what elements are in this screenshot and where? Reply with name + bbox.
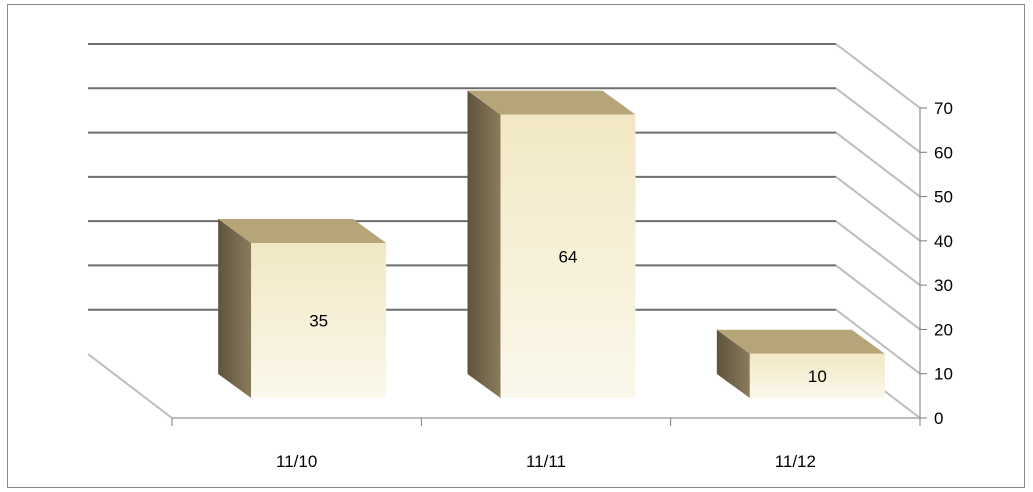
y-tick-label: 60 [934, 143, 953, 162]
bar-front [500, 114, 636, 399]
y-tick-label: 40 [934, 232, 953, 251]
y-tick-label: 30 [934, 276, 953, 295]
gridline-depth [835, 220, 921, 286]
y-tick-label: 70 [934, 99, 953, 118]
gridline-depth [835, 43, 921, 109]
gridline-depth [835, 264, 921, 331]
bar-front [251, 243, 387, 398]
data-label: 10 [808, 367, 827, 386]
data-label: 35 [309, 312, 328, 331]
y-tick-label: 50 [934, 188, 953, 207]
bars [218, 90, 885, 399]
y-tick-label: 20 [934, 320, 953, 339]
x-tick-label: 11/12 [775, 452, 816, 471]
data-label: 64 [559, 247, 578, 266]
bar [716, 329, 885, 398]
axes [171, 107, 927, 426]
gridline-depth [835, 308, 921, 375]
bar-side [467, 90, 501, 399]
y-tick-label: 10 [934, 365, 953, 384]
gridline-depth [835, 176, 921, 242]
labels: 0 10 20 30 40 50 60 70 11/10 11/11 11/12 35 64 10 [276, 99, 953, 471]
bar-top [218, 219, 387, 243]
y-tick-label: 0 [934, 409, 943, 428]
bar-top [716, 329, 885, 354]
gridline-depth [835, 131, 921, 198]
x-tick-label: 11/11 [526, 452, 566, 471]
bar-side [716, 329, 750, 398]
bar-front [749, 353, 885, 398]
bar [467, 90, 636, 399]
bar [218, 219, 387, 398]
x-tick-label: 11/10 [276, 452, 317, 471]
bar-top [467, 90, 636, 115]
bar-side [218, 219, 252, 398]
gridline-depth [835, 87, 921, 154]
